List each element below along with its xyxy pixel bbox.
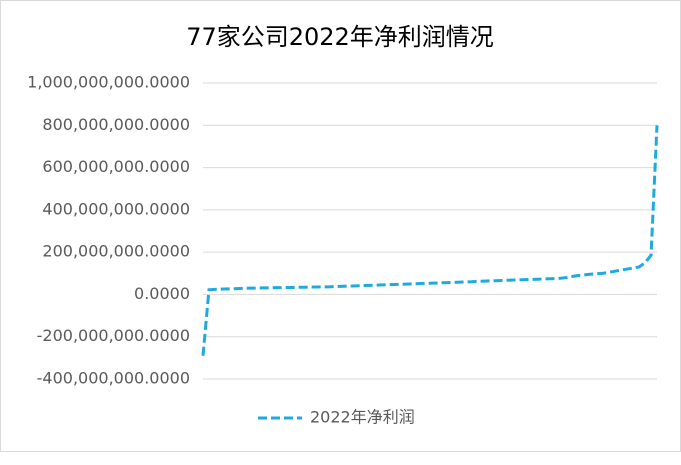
y-tick-label: 800,000,000.0000 xyxy=(42,115,190,134)
y-tick-label: 1,000,000,000.0000 xyxy=(27,73,190,92)
chart-border xyxy=(0,0,681,452)
y-tick-label: -400,000,000.0000 xyxy=(37,369,190,388)
y-tick-label: -200,000,000.0000 xyxy=(37,326,190,345)
legend-label: 2022年净利润 xyxy=(310,408,415,427)
chart-title: 77家公司2022年净利润情况 xyxy=(186,23,494,51)
y-tick-label: 400,000,000.0000 xyxy=(42,199,190,218)
line-series xyxy=(201,125,659,356)
y-tick-label: 600,000,000.0000 xyxy=(42,157,190,176)
y-tick-label: 200,000,000.0000 xyxy=(42,242,190,261)
y-tick-label: 0.0000 xyxy=(134,284,190,303)
